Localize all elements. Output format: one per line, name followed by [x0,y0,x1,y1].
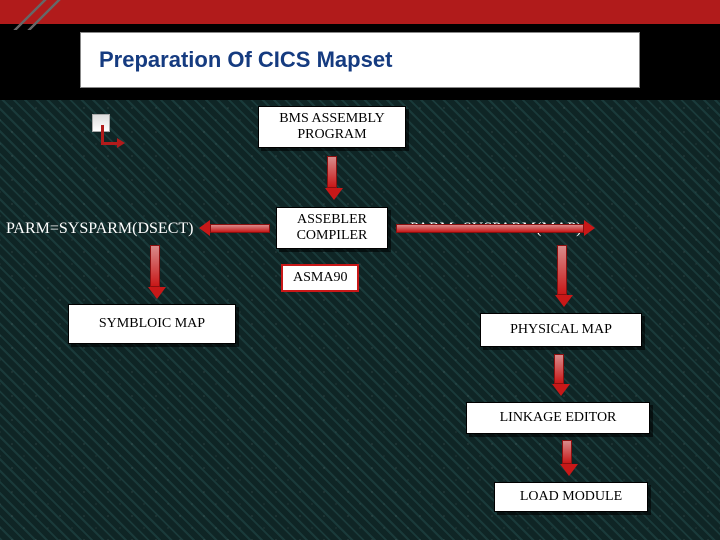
arrow-assembler-left [199,222,270,234]
linkage-editor-box: LINKAGE EDITOR [466,402,650,434]
asma90-box: ASMA90 [281,264,359,292]
arrow-linkage-to-load [560,440,574,476]
linkage-text: LINKAGE EDITOR [500,410,617,426]
elbow-arrow-icon [101,125,119,145]
arrow-physical-to-linkage [552,354,566,396]
bms-box: BMS ASSEMBLY PROGRAM [258,106,406,148]
assembler-box: ASSEBLER COMPILER [276,207,388,249]
bms-text: BMS ASSEMBLY PROGRAM [267,111,397,143]
page-title: Preparation Of CICS Mapset [80,32,640,88]
load-module-box: LOAD MODULE [494,482,648,512]
title-text: Preparation Of CICS Mapset [99,47,392,72]
parm-dsect-label: PARM=SYSPARM(DSECT) [6,220,193,238]
assembler-text: ASSEBLER COMPILER [285,212,379,244]
symbolic-map-box: SYMBLOIC MAP [68,304,236,344]
physical-map-box: PHYSICAL MAP [480,313,642,347]
red-bar [0,0,720,24]
physical-text: PHYSICAL MAP [510,322,612,338]
arrow-bms-to-assembler [325,156,339,200]
load-text: LOAD MODULE [520,489,622,505]
arrow-assembler-right [396,222,595,234]
arrow-to-physical [555,245,569,307]
arrow-to-symbolic [148,245,162,299]
symbolic-text: SYMBLOIC MAP [99,316,205,332]
asma90-text: ASMA90 [293,270,347,285]
corner-diagonal-2 [14,0,74,30]
